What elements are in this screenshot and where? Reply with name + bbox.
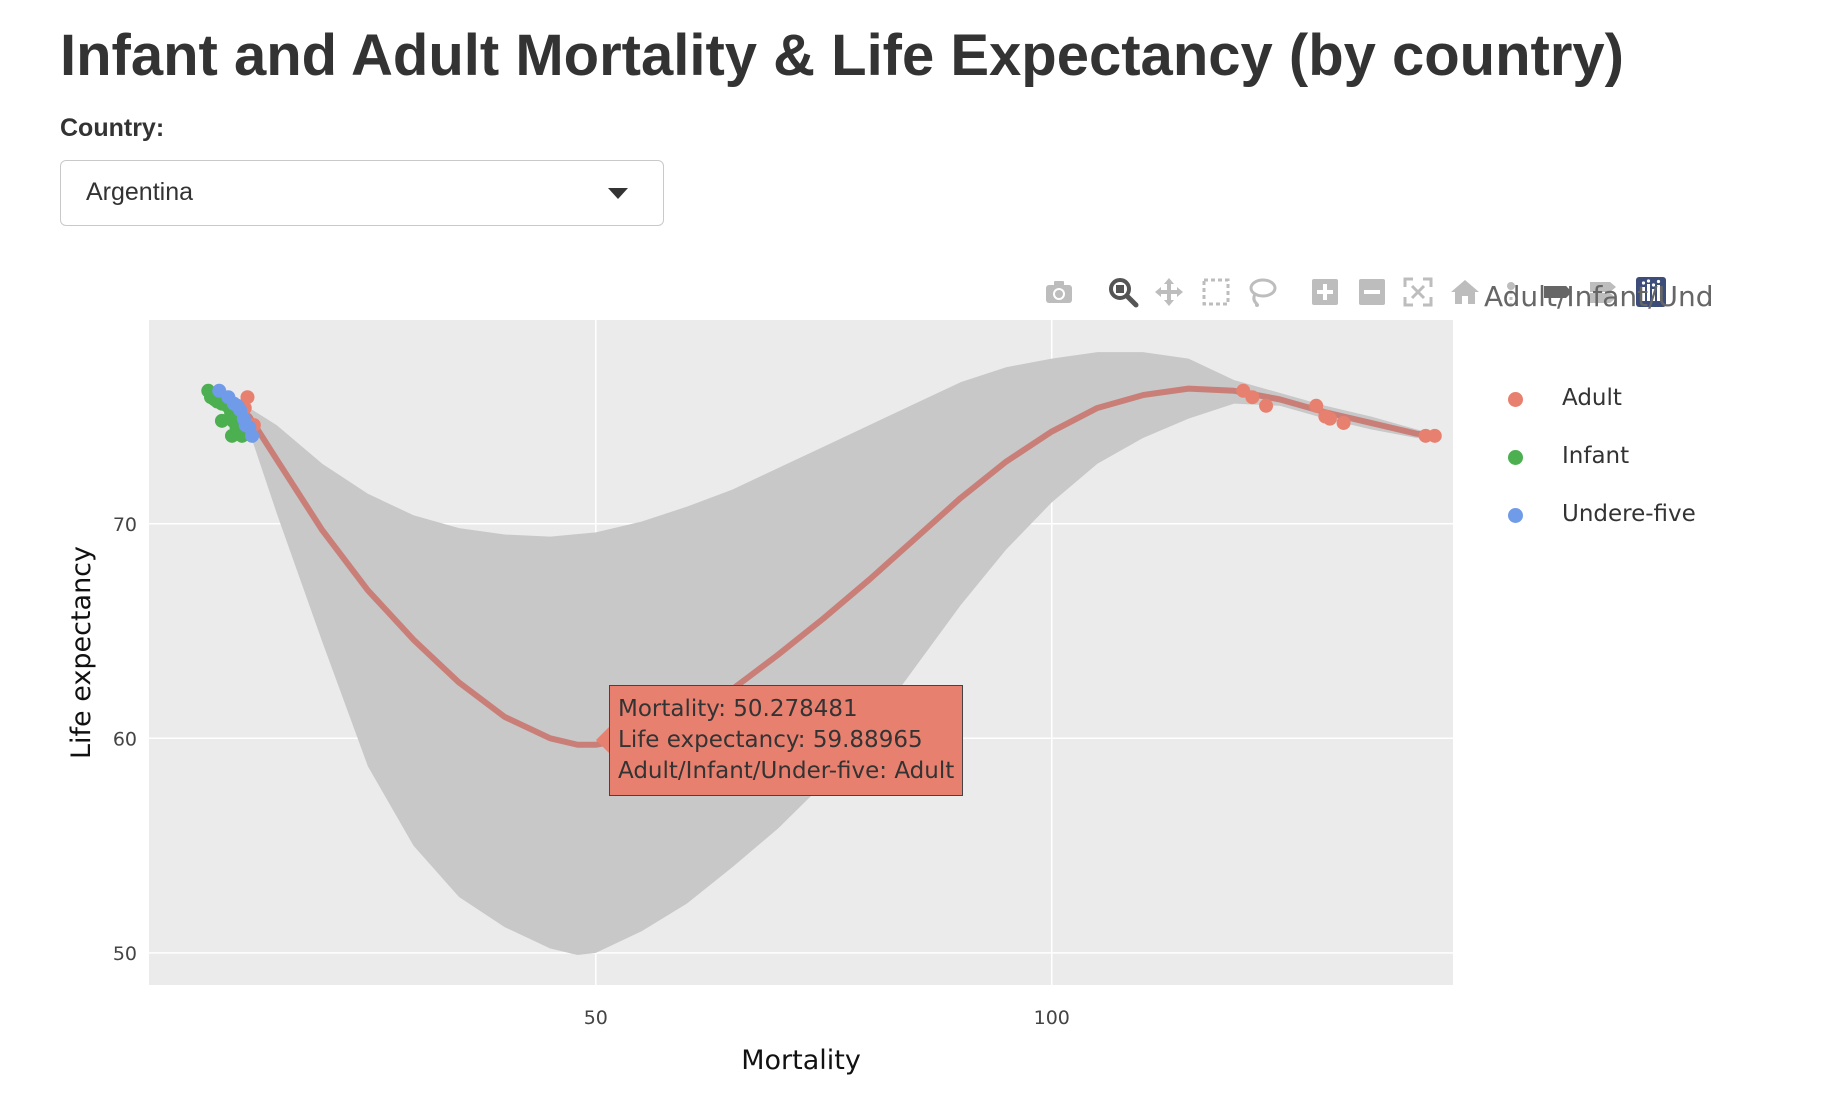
hover-tooltip: Mortality: 50.278481 Life expectancy: 59… (609, 685, 964, 796)
point-adult[interactable] (1427, 428, 1442, 443)
country-dropdown-value: Argentina (86, 178, 194, 206)
y-axis-title: Life expectancy (66, 546, 97, 759)
legend-title: Adult/Infant/Und (1484, 280, 1714, 313)
point-adult[interactable] (1309, 398, 1324, 413)
point-adult[interactable] (1322, 411, 1337, 426)
legend-swatch-adult (1508, 392, 1523, 407)
point-infant[interactable] (224, 428, 239, 443)
zoom-out-icon[interactable] (1353, 272, 1391, 312)
scatter-points[interactable] (201, 383, 1442, 443)
x-tick-label: 50 (584, 1007, 608, 1029)
hover-compare-icon[interactable] (1585, 272, 1623, 312)
spike-lines-icon[interactable] (1492, 272, 1530, 312)
tooltip-mortality: Mortality: 50.278481 (618, 696, 858, 722)
y-tick-label: 50 (113, 943, 137, 965)
chevron-down-icon[interactable] (608, 188, 628, 199)
plotly-logo-icon[interactable] (1632, 272, 1670, 312)
point-infant[interactable] (214, 413, 229, 428)
point-undere-five[interactable] (230, 398, 245, 413)
point-adult[interactable] (1336, 415, 1351, 430)
legend-label-under-five: Undere-five (1562, 501, 1696, 527)
tooltip-arrow (596, 726, 610, 754)
reset-axes-icon[interactable] (1446, 272, 1484, 312)
axis-ticks: 50 100 50 60 70 (113, 514, 1070, 1029)
lasso-select-icon[interactable] (1243, 272, 1281, 312)
country-dropdown[interactable]: Argentina (60, 160, 664, 226)
pan-icon[interactable] (1150, 272, 1188, 312)
point-undere-five[interactable] (245, 428, 260, 443)
x-tick-label: 100 (1034, 1007, 1070, 1029)
camera-icon[interactable] (1040, 272, 1078, 312)
confidence-band (221, 352, 1435, 955)
y-tick-label: 60 (113, 728, 137, 750)
point-adult[interactable] (240, 390, 255, 405)
y-tick-label: 70 (113, 514, 137, 536)
country-label: Country: (60, 114, 165, 142)
point-adult[interactable] (1245, 390, 1260, 405)
legend-label-adult: Adult (1562, 385, 1622, 411)
legend-swatch-under-five (1508, 508, 1523, 523)
hover-closest-icon[interactable] (1539, 272, 1577, 312)
zoom-icon[interactable] (1104, 272, 1142, 312)
legend-label-infant: Infant (1562, 443, 1630, 469)
point-adult[interactable] (1259, 398, 1274, 413)
modebar (1040, 272, 1740, 316)
box-select-icon[interactable] (1197, 272, 1235, 312)
page-title: Infant and Adult Mortality & Life Expect… (60, 23, 1624, 88)
x-axis-title: Mortality (741, 1045, 861, 1076)
tooltip-life-expectancy: Life expectancy: 59.88965 (618, 727, 923, 753)
point-undere-five[interactable] (238, 418, 253, 433)
legend-swatch-infant (1508, 450, 1523, 465)
tooltip-group: Adult/Infant/Under-five: Adult (618, 758, 955, 784)
zoom-in-icon[interactable] (1306, 272, 1344, 312)
autoscale-icon[interactable] (1399, 272, 1437, 312)
